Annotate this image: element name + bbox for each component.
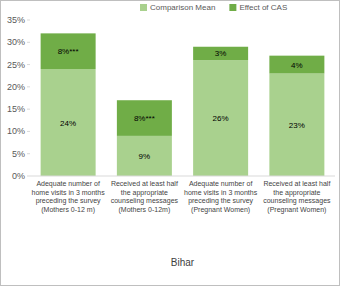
legend-label: Comparison Mean <box>150 3 215 12</box>
y-tick-label: 20% <box>7 82 25 92</box>
y-tick-label: 15% <box>7 104 25 114</box>
category-label: Received at least half the appropriate c… <box>107 180 181 214</box>
bars <box>41 33 325 176</box>
y-tick <box>27 153 30 154</box>
data-label: 8%*** <box>58 47 79 56</box>
data-label: 4% <box>291 61 303 70</box>
bar-segment <box>269 73 324 176</box>
y-tick <box>27 131 30 132</box>
bar-segment <box>117 100 172 136</box>
legend-label: Effect of CAS <box>239 3 287 12</box>
frame <box>1 1 340 286</box>
category-label: Adequate number of home visits in 3 mont… <box>184 180 258 214</box>
y-tick-label: 0% <box>12 171 25 181</box>
y-tick-label: 25% <box>7 60 25 70</box>
category-label: Adequate number of home visits in 3 mont… <box>31 180 105 214</box>
legend-swatch <box>229 4 236 11</box>
bar-segment <box>41 69 96 176</box>
x-axis <box>30 176 335 177</box>
y-tick <box>27 109 30 110</box>
data-label: 8%*** <box>134 114 155 123</box>
x-label: Bihar <box>171 257 195 268</box>
data-label: 24% <box>60 119 76 128</box>
bar-segment <box>117 136 172 176</box>
category-label: Received at least half the appropriate c… <box>260 180 334 214</box>
bar-segment <box>269 56 324 74</box>
y-tick-label: 5% <box>12 149 25 159</box>
data-label: 9% <box>139 152 151 161</box>
chart-container: 0% 5% 10% 15% 20% 25% 30% 35% 24% 9% 26% 23% 8%*** 8%… <box>0 0 340 286</box>
bar-segment <box>193 60 248 176</box>
y-tick <box>27 20 30 21</box>
data-labels: 24% 9% 26% 23% 8%*** 8%*** 3% 4% <box>58 47 305 161</box>
y-tick <box>27 176 30 177</box>
legend-swatch <box>140 4 147 11</box>
bar-segment <box>193 47 248 60</box>
y-tick-label: 10% <box>7 126 25 136</box>
y-tick <box>27 64 30 65</box>
y-tick-label: 35% <box>7 15 25 25</box>
data-label: 23% <box>289 121 305 130</box>
data-label: 3% <box>215 49 227 58</box>
bar-segment <box>41 33 96 69</box>
data-label: 26% <box>213 114 229 123</box>
y-tick <box>27 42 30 43</box>
chart-svg: 0% 5% 10% 15% 20% 25% 30% 35% 24% 9% 26% 23% 8%*** 8%… <box>0 0 340 286</box>
y-tick <box>27 86 30 87</box>
y-tick-label: 30% <box>7 37 25 47</box>
